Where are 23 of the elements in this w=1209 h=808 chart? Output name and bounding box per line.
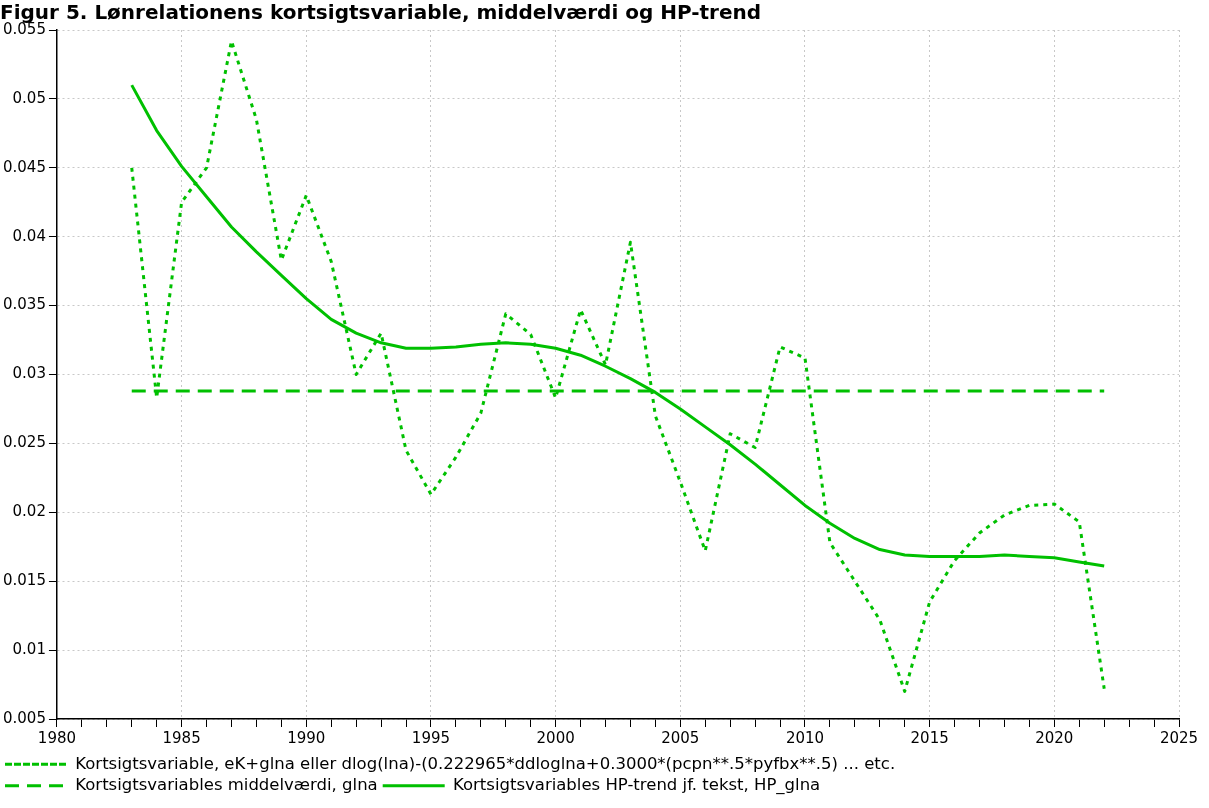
y-tick-label: 0.015 [2, 571, 46, 590]
y-tick-label: 0.01 [12, 639, 46, 658]
y-tick-label: 0.05 [12, 88, 46, 107]
legend-label: Kortsigtsvariable, eK+glna eller dlog(lna)-(0.222965*ddloglna+0.3000*(pcpn**.5*pyfbx**.5) ... etc. [75, 753, 896, 773]
x-tick-label: 2000 [536, 728, 575, 747]
x-tick-label: 2025 [1159, 728, 1199, 747]
y-tick-label: 0.005 [2, 708, 46, 727]
x-tick-label: 2005 [661, 728, 700, 747]
x-tick-label: 2015 [910, 728, 949, 747]
y-tick-label: 0.035 [2, 295, 46, 314]
x-tick-label: 1990 [287, 728, 326, 747]
legend-label: Kortsigtsvariables HP-trend jf. tekst, HP_glna [452, 775, 821, 796]
x-tick-label: 1995 [411, 728, 451, 747]
y-tick-label: 0.025 [2, 433, 46, 452]
y-tick-label: 0.02 [12, 502, 46, 521]
y-tick-label: 0.04 [12, 226, 46, 245]
y-tick-label: 0.045 [2, 157, 46, 176]
x-tick-label: 2020 [1035, 728, 1074, 747]
y-tick-label: 0.03 [12, 364, 46, 383]
x-tick-label: 1985 [162, 728, 201, 747]
x-tick-label: 1980 [37, 728, 77, 747]
x-tick-label: 2010 [785, 728, 825, 747]
legend-label: Kortsigtsvariables middelværdi, glna [75, 775, 378, 795]
